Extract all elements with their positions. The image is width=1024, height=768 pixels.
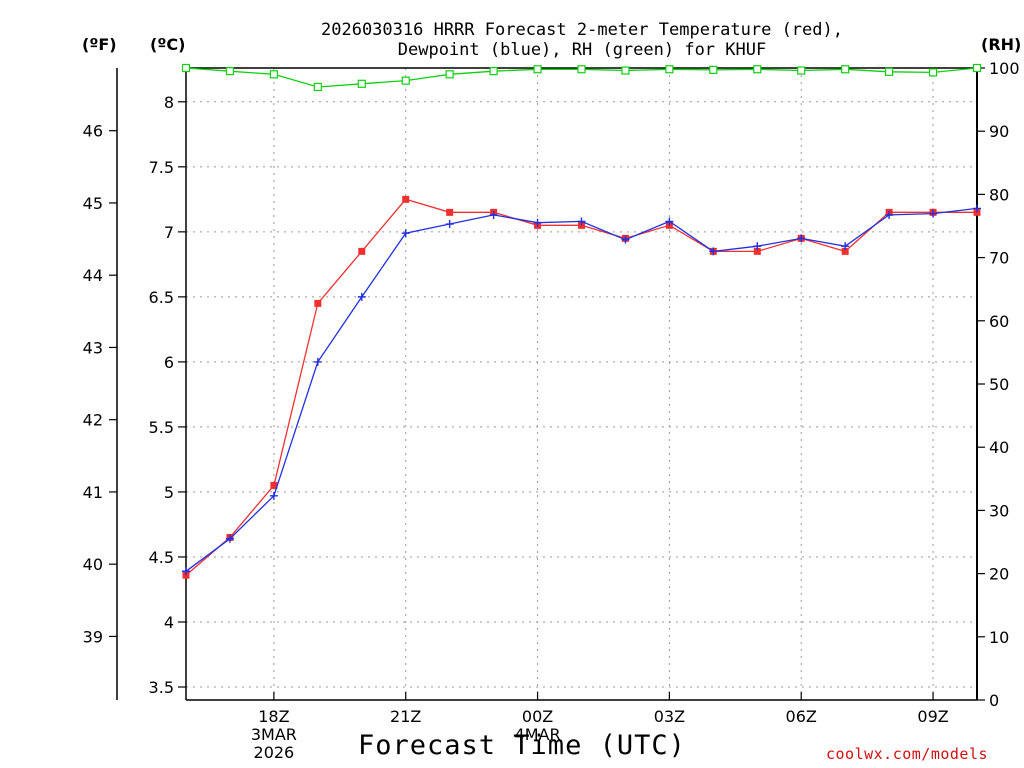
dewpoint-point	[445, 220, 454, 229]
celsius-unit-label: (ºC)	[150, 35, 186, 54]
rh-tick-label: 70	[989, 249, 1009, 268]
rh-tick-label: 50	[989, 375, 1009, 394]
dewpoint-point	[929, 209, 938, 218]
dewpoint-point	[621, 235, 630, 244]
fahrenheit-tick-label: 44	[83, 266, 103, 285]
rh-point	[885, 67, 894, 76]
celsius-tick-label: 5.5	[149, 418, 174, 437]
x-tick-label: 18Z	[258, 707, 289, 726]
dewpoint-point	[709, 247, 718, 256]
fahrenheit-unit-label: (ºF)	[82, 35, 117, 54]
x-tick-label: 00Z	[522, 707, 553, 726]
x-tick-label: 4MAR	[515, 725, 561, 744]
dewpoint-line	[185, 207, 978, 572]
celsius-tick-label: 3.5	[149, 678, 174, 697]
rh-tick-label: 90	[989, 122, 1009, 141]
fahrenheit-tick-label: 46	[83, 122, 103, 141]
dewpoint-point	[753, 242, 762, 251]
rh-point	[489, 67, 498, 76]
x-tick-label: 3MAR	[251, 725, 297, 744]
x-tick-label: 21Z	[390, 707, 421, 726]
dewpoint-point	[401, 229, 410, 238]
x-tick-label: 09Z	[917, 707, 948, 726]
dewpoint-point	[269, 491, 278, 500]
rh-point	[181, 63, 191, 73]
rh-point	[928, 68, 938, 77]
rh-point	[753, 65, 762, 74]
rh-point	[269, 70, 278, 79]
rh-point	[841, 65, 850, 74]
fahrenheit-tick-label: 39	[83, 627, 103, 646]
celsius-tick-label: 5	[164, 483, 174, 502]
fahrenheit-tick-label: 40	[83, 555, 103, 574]
temperature-point	[358, 247, 366, 255]
chart-title-line-2: Dewpoint (blue), RH (green) for KHUF	[397, 40, 767, 60]
x-axis-label: Forecast Time (UTC)	[358, 730, 686, 761]
rh-tick-label: 100	[989, 59, 1020, 78]
x-tick-label: 03Z	[654, 707, 685, 726]
rh-point	[401, 76, 410, 85]
dewpoint-point	[973, 204, 981, 213]
dewpoint-point	[797, 234, 806, 243]
dewpoint-point	[841, 242, 850, 251]
dewpoint-point	[225, 534, 234, 543]
dewpoint-point	[182, 567, 190, 576]
celsius-tick-label: 6	[164, 353, 174, 372]
x-tick-label: 06Z	[786, 707, 817, 726]
rh-tick-label: 30	[989, 501, 1009, 520]
rh-point	[445, 70, 454, 79]
temperature-point	[446, 208, 454, 216]
temperature-point	[314, 299, 322, 307]
dewpoint-point	[665, 217, 674, 226]
rh-point	[972, 63, 982, 73]
dewpoint-point	[489, 210, 498, 219]
rh-tick-label: 0	[989, 691, 999, 710]
celsius-tick-label: 7	[164, 223, 174, 242]
rh-tick-label: 40	[989, 438, 1009, 457]
rh-point	[709, 65, 718, 74]
celsius-tick-label: 7.5	[149, 158, 174, 177]
rh-point	[533, 65, 542, 74]
rh-point	[665, 65, 674, 74]
dewpoint-point	[533, 218, 542, 227]
rh-point	[225, 67, 235, 76]
fahrenheit-tick-label: 45	[83, 194, 103, 213]
credit-text: coolwx.com/models	[826, 745, 989, 763]
fahrenheit-tick-label: 42	[83, 411, 103, 430]
fahrenheit-tick-label: 41	[83, 483, 103, 502]
rh-tick-label: 80	[989, 185, 1009, 204]
rh-point	[577, 65, 586, 74]
fahrenheit-tick-label: 43	[83, 338, 103, 357]
dewpoint-point	[357, 292, 366, 301]
celsius-tick-label: 6.5	[149, 288, 174, 307]
rh-point	[357, 79, 366, 88]
chart-title-line-1: 2026030316 HRRR Forecast 2-meter Tempera…	[321, 20, 843, 40]
rh-tick-label: 60	[989, 312, 1009, 331]
temperature-point	[270, 481, 278, 489]
temperature-point	[841, 247, 849, 255]
rh-tick-label: 20	[989, 565, 1009, 584]
dewpoint-point	[577, 217, 586, 226]
temperature-point	[753, 247, 761, 255]
rh-point	[621, 66, 630, 75]
celsius-tick-label: 4	[164, 613, 174, 632]
temperature-point	[402, 195, 410, 203]
rh-point	[313, 82, 322, 92]
rh-tick-label: 10	[989, 628, 1009, 647]
temperature-line	[185, 198, 977, 576]
rh-unit-label: (RH)	[981, 35, 1022, 54]
celsius-tick-label: 8	[164, 93, 174, 112]
rh-point	[797, 66, 806, 75]
x-tick-label: 2026	[254, 743, 295, 762]
celsius-tick-label: 4.5	[149, 548, 174, 567]
dewpoint-point	[313, 357, 322, 366]
dewpoint-point	[885, 210, 894, 219]
